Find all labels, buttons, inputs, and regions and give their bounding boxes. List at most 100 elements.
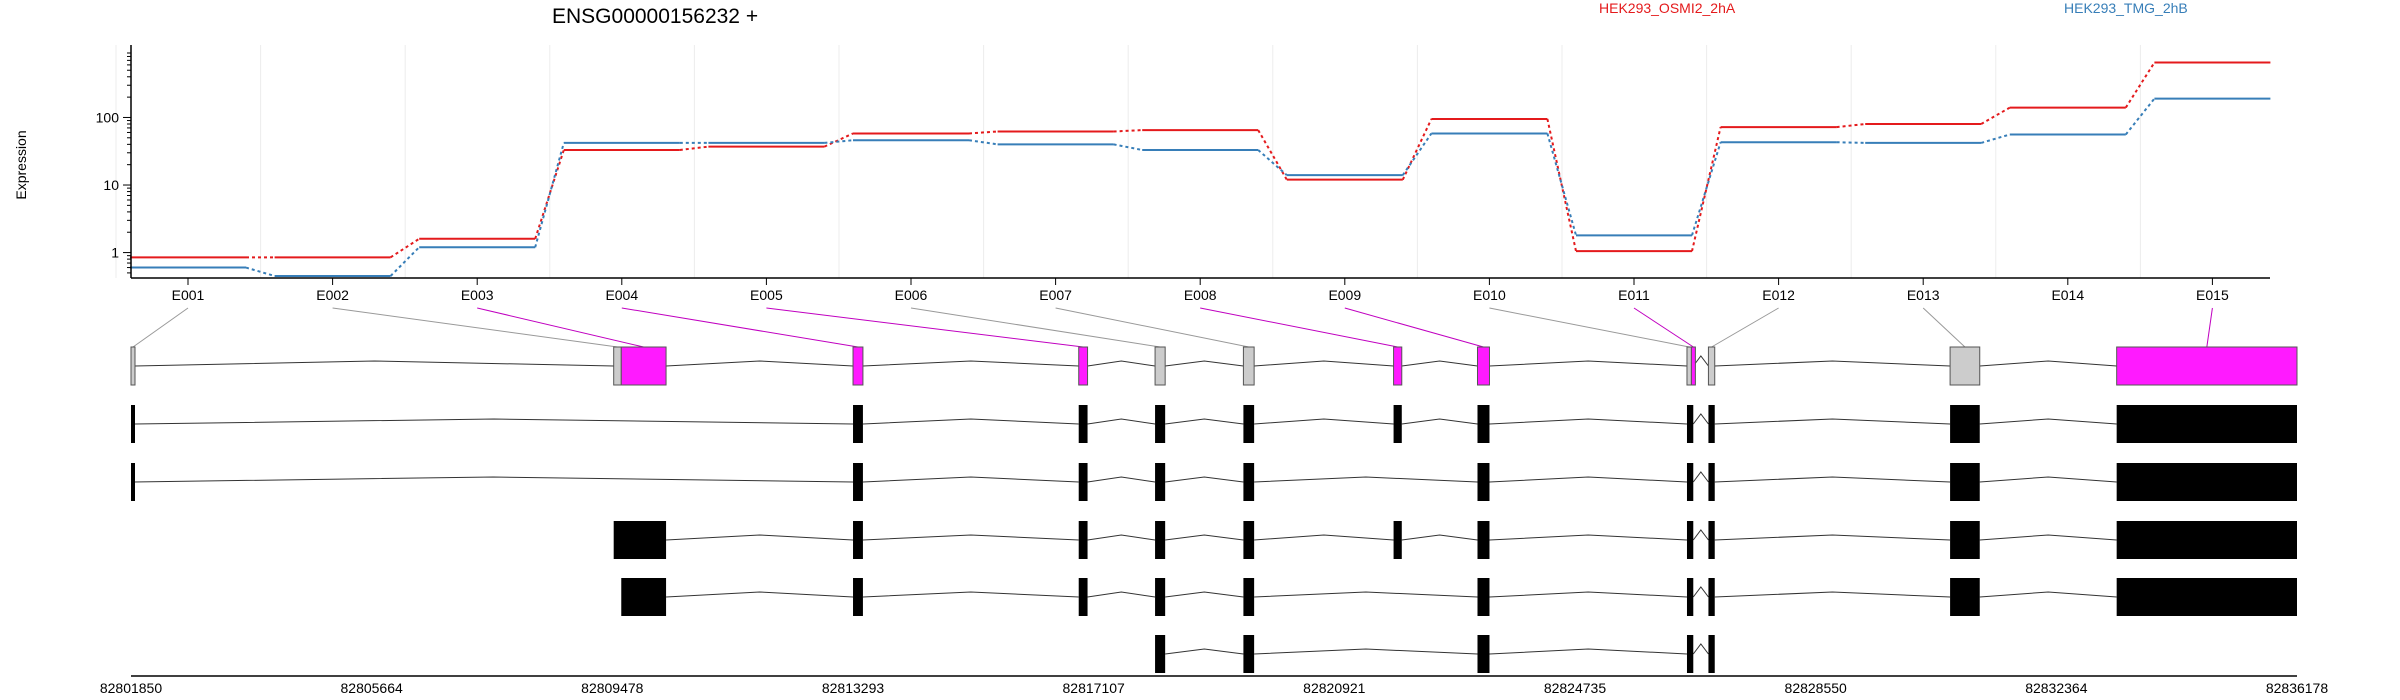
axes: 1 10 100 E001 E002 E003 E004 E005 E006 E007 E008 E0…	[96, 45, 2270, 303]
y-axis-label: Expression	[13, 130, 29, 199]
exon-box	[1949, 346, 1981, 386]
x-tick-label: E003	[461, 287, 494, 303]
intron-line	[1087, 591, 1156, 598]
intron-line	[666, 591, 854, 598]
transcript-exon	[1686, 578, 1694, 616]
x-tick-label: E011	[1618, 287, 1650, 303]
series-b	[130, 97, 2271, 277]
intron-line	[1254, 360, 1394, 367]
intron-line	[1714, 476, 1951, 483]
series-connector	[1401, 132, 1433, 176]
transcript-row	[1155, 635, 1715, 673]
plot-area	[130, 61, 2271, 277]
intron-line	[1401, 418, 1478, 425]
genomic-tick-label: 82817107	[1063, 680, 1126, 696]
exon-connector	[132, 307, 189, 348]
series-connector	[679, 145, 709, 151]
transcript-exon	[1243, 463, 1255, 501]
intron-line	[1489, 534, 1688, 541]
intron-line	[1165, 360, 1244, 367]
gene-model	[130, 346, 2298, 386]
exon-box	[1393, 346, 1403, 386]
transcript-exon	[1477, 463, 1490, 501]
transcripts	[131, 405, 2297, 673]
transcript-exon	[1078, 405, 1088, 443]
intron-line	[1087, 360, 1156, 367]
exon-box	[1078, 346, 1089, 386]
intron-line	[1489, 648, 1688, 655]
transcript-exon	[1477, 405, 1490, 443]
genomic-tick-label: 82805664	[341, 680, 404, 696]
genomic-tick-label: 82809478	[581, 680, 644, 696]
intron-line	[1692, 586, 1709, 598]
transcript-exon	[1393, 521, 1402, 559]
intron-line	[1087, 418, 1156, 425]
exon-box	[1154, 346, 1166, 386]
transcript-exon	[853, 463, 863, 501]
intron-line	[1087, 476, 1156, 483]
intron-line	[1165, 591, 1244, 598]
intron-line	[134, 418, 854, 425]
intron-line	[1714, 360, 1951, 367]
series-connector	[534, 142, 565, 248]
series-connector	[2125, 98, 2156, 136]
transcript-exon	[1950, 463, 1980, 501]
intron-line	[862, 418, 1079, 425]
exon-box	[1242, 346, 1255, 386]
y-tick-label: 1	[111, 245, 119, 261]
series-connector	[1257, 149, 1288, 176]
transcript-exon	[1155, 521, 1166, 559]
x-tick-label: E012	[1762, 287, 1795, 303]
transcript-exon	[1477, 521, 1490, 559]
transcript-exon	[131, 405, 135, 443]
transcript-exon	[853, 521, 863, 559]
exon-connector	[910, 307, 1161, 348]
transcript-exon	[1708, 635, 1715, 673]
transcript-exon	[1078, 521, 1088, 559]
exon-box	[130, 346, 136, 386]
transcript-exon	[1243, 521, 1255, 559]
transcript-row	[621, 578, 2297, 616]
transcript-exon	[1950, 578, 1980, 616]
transcript-exon	[131, 463, 135, 501]
intron-line	[666, 534, 854, 541]
intron-line	[862, 534, 1079, 541]
transcript-exon	[1686, 521, 1694, 559]
intron-line	[1979, 360, 2117, 367]
transcript-row	[131, 405, 2297, 443]
intron-line	[666, 360, 854, 367]
series-connector	[1113, 143, 1143, 151]
transcript-exon	[1155, 405, 1166, 443]
exon-connector	[1711, 307, 1779, 348]
series-connector	[2124, 62, 2156, 109]
series-connector	[968, 139, 998, 146]
transcript-exon	[1950, 521, 1980, 559]
series-connector	[1980, 133, 2011, 144]
transcript-exon	[1078, 578, 1088, 616]
intron-line	[1254, 418, 1394, 425]
chart-title: ENSG00000156232 +	[552, 5, 758, 28]
series-connector	[1113, 129, 1143, 133]
transcript-exon	[1686, 405, 1694, 443]
transcript-exon	[621, 578, 667, 616]
exon-connector	[332, 307, 618, 348]
genomic-tick-label: 82832364	[2025, 680, 2088, 696]
series-connector	[968, 130, 998, 135]
x-tick-label: E006	[895, 287, 928, 303]
transcript-exon	[1708, 463, 1715, 501]
intron-line	[1489, 418, 1688, 425]
exon-box	[620, 346, 667, 386]
transcript-exon	[2116, 463, 2297, 501]
series-connector	[1836, 141, 1866, 144]
intron-line	[862, 476, 1079, 483]
transcript-exon	[1155, 635, 1166, 673]
intron-line	[1489, 360, 1688, 367]
transcript-exon	[1393, 405, 1402, 443]
transcript-exon	[1155, 578, 1166, 616]
x-tick-label: E013	[1907, 287, 1940, 303]
series-connector	[824, 139, 854, 144]
transcript-exon	[1708, 521, 1715, 559]
exon-box	[1686, 346, 1692, 386]
x-tick-label: E010	[1473, 287, 1506, 303]
